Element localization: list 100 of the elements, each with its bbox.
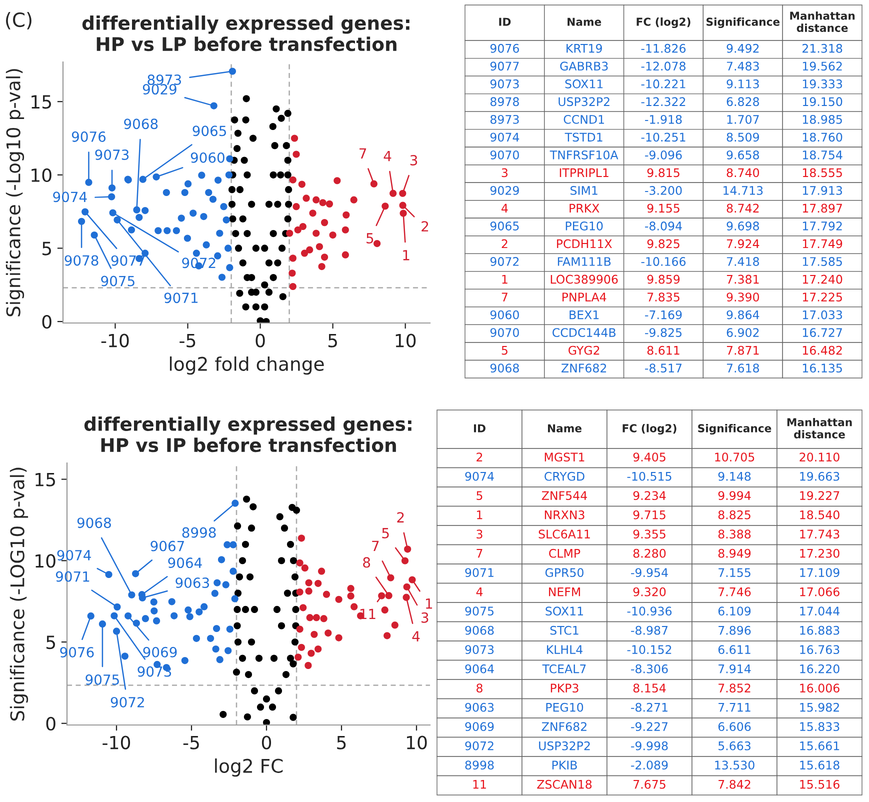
point — [248, 200, 256, 208]
point — [234, 130, 242, 137]
point — [234, 244, 242, 252]
point — [282, 671, 290, 678]
text: CCDC144B — [552, 328, 616, 338]
point — [278, 244, 286, 252]
point — [162, 188, 170, 196]
text: 8978 — [490, 97, 519, 106]
point — [284, 171, 292, 178]
text: 16.727 — [802, 328, 842, 338]
annotation: 2 — [397, 512, 404, 522]
point — [305, 579, 312, 586]
point — [294, 226, 302, 234]
annotation: 8 — [363, 557, 370, 568]
text: -8.517 — [645, 364, 682, 373]
annotation: 4 — [412, 631, 420, 642]
point — [335, 596, 342, 603]
point — [309, 210, 316, 217]
category-label: Manhattan distance — [790, 11, 855, 32]
point — [192, 250, 200, 257]
category-label: FC (log2) — [636, 17, 690, 28]
text: 9072 — [490, 257, 519, 266]
point — [318, 568, 326, 575]
category-label: ID — [474, 424, 486, 432]
annotation: 5 — [382, 528, 389, 538]
text: 7.711 — [718, 703, 750, 712]
point — [290, 134, 298, 142]
text: TSTD1 — [564, 132, 602, 142]
x-axis-title: log2 FC — [215, 758, 283, 777]
point — [320, 615, 328, 622]
text: -9.954 — [631, 568, 668, 578]
text: 7.675 — [634, 780, 666, 789]
point — [172, 227, 180, 234]
text: 16.006 — [800, 684, 840, 693]
point — [209, 196, 217, 203]
text: 1 — [477, 510, 482, 520]
point — [335, 634, 342, 642]
text: KRT19 — [566, 44, 602, 53]
point — [278, 622, 286, 630]
point — [216, 230, 224, 237]
text: 16.482 — [802, 346, 842, 355]
text: 9.148 — [718, 472, 751, 481]
point — [230, 568, 237, 575]
point — [296, 559, 304, 566]
text: 8 — [476, 684, 482, 693]
text: SIM1 — [570, 186, 598, 195]
point — [234, 638, 242, 646]
point — [244, 171, 251, 178]
text: 19.663 — [800, 472, 840, 481]
text: 9.320 — [633, 587, 666, 596]
text: 9.815 — [647, 168, 680, 178]
annotation: 8998 — [182, 527, 216, 538]
point — [292, 606, 300, 613]
point — [292, 506, 300, 514]
text: 18.985 — [802, 114, 842, 124]
point — [277, 171, 284, 178]
text: 17.066 — [800, 587, 840, 596]
text: CRYGD — [544, 472, 584, 481]
point — [284, 110, 292, 117]
category-label: Significance — [706, 17, 780, 28]
point — [391, 622, 398, 629]
point — [205, 188, 212, 196]
text: 9075 — [465, 606, 494, 616]
point — [244, 671, 252, 678]
text: 9.492 — [726, 44, 759, 53]
text: -10.152 — [627, 645, 672, 654]
point — [384, 632, 391, 640]
point — [256, 704, 264, 711]
point — [314, 645, 322, 653]
point — [220, 203, 228, 210]
category-label: Manhattan distance — [787, 418, 852, 438]
point — [220, 710, 227, 718]
text: CLMP — [549, 548, 580, 558]
point — [202, 241, 210, 248]
point — [319, 199, 326, 206]
text: 6.611 — [718, 645, 750, 654]
point — [282, 142, 290, 150]
category-label: Significance — [698, 424, 772, 435]
x-tick-label: -10 — [102, 736, 130, 750]
point — [284, 215, 292, 222]
x-tick-label: 0 — [256, 334, 265, 348]
point — [298, 534, 305, 542]
point — [321, 254, 328, 261]
text: -9.096 — [645, 150, 682, 160]
text: 9063 — [465, 702, 494, 712]
text: -8.271 — [631, 702, 668, 712]
point — [290, 714, 297, 721]
text: 1 — [502, 274, 508, 284]
point — [334, 177, 341, 184]
text: 4 — [476, 588, 483, 596]
category-label: FC (log2) — [622, 424, 676, 435]
text: 17.240 — [802, 274, 842, 284]
text: 17.230 — [800, 548, 840, 558]
text: 9.405 — [633, 452, 666, 462]
x-axis-title: log2 fold change — [170, 356, 324, 375]
text: KLHL4 — [547, 645, 582, 654]
text: 8998 — [465, 760, 494, 770]
point — [192, 634, 200, 642]
text: 15.618 — [800, 760, 840, 770]
point — [184, 234, 191, 242]
